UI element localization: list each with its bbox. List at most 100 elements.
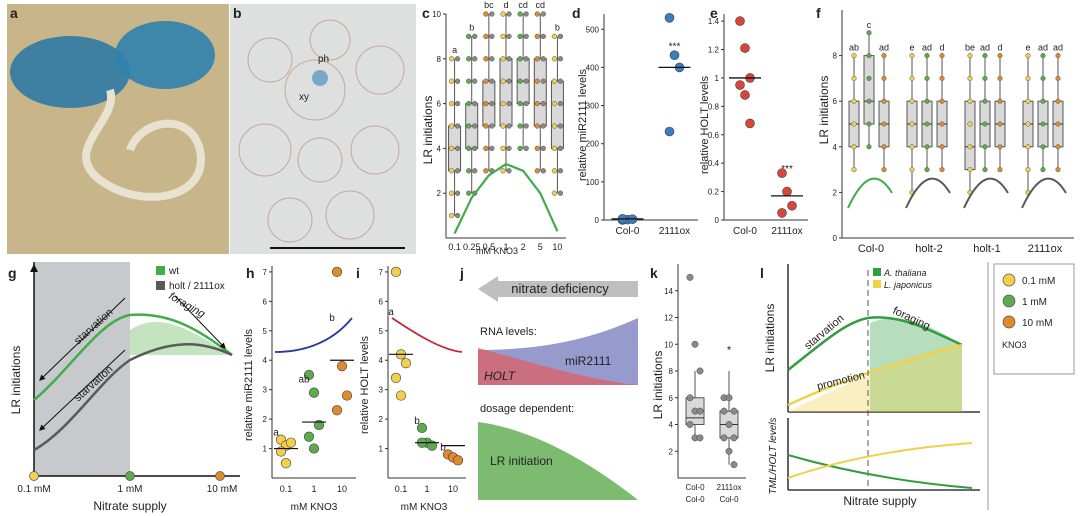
i-ytick-label-5: 6 — [379, 297, 384, 306]
k-point-0-1 — [691, 340, 699, 348]
c-point-0-5 — [448, 123, 455, 129]
h-point-1-0 — [303, 369, 315, 381]
c-letter-2: bc — [484, 0, 494, 10]
f-letter-2-0: be — [965, 43, 975, 53]
i-point-0-3 — [390, 372, 402, 383]
c-point-b-2-9 — [489, 33, 495, 40]
legend-item-2: 10 mM — [1022, 318, 1053, 329]
c-letter-6: b — [555, 22, 560, 32]
c-point-b-5-8 — [540, 56, 546, 62]
f-point-0-2-8 — [881, 53, 887, 59]
f-point-1-0-3 — [909, 167, 915, 173]
c-point-5-6 — [534, 100, 540, 107]
k-point-1-2 — [730, 407, 738, 415]
i-point-0-0 — [390, 266, 402, 277]
h-letter-2: b — [329, 313, 335, 324]
c-point-b-3-7 — [506, 78, 512, 84]
c-point-3-7 — [500, 78, 506, 84]
c-point-b-5-7 — [540, 78, 546, 84]
f-ytick-label-0: 0 — [833, 234, 838, 243]
f-point-0-0-3 — [851, 167, 857, 173]
c-point-1-2 — [466, 190, 472, 196]
i-ytick-label-1: 2 — [379, 415, 384, 424]
j-mir-label: miR2111 — [565, 354, 612, 368]
g-xtick-2: 10 mM — [207, 484, 238, 495]
c-xtick-4: 2 — [521, 242, 526, 252]
panel-j: j nitrate deficiency RNA levels: miR2111… — [459, 265, 638, 500]
c-point-2-7 — [483, 78, 489, 84]
d-ytick-label-0: 0 — [595, 216, 600, 225]
k-point-0-5 — [696, 407, 704, 415]
c-point-3-5 — [500, 123, 506, 129]
f-point-0-2-4 — [881, 144, 887, 150]
cotyledon-right — [115, 21, 215, 89]
c-point-0-4 — [448, 145, 455, 152]
h-ytick-label-6: 7 — [263, 268, 268, 277]
c-point-b-3-10 — [506, 11, 512, 17]
c-point-b-6-4 — [557, 145, 564, 152]
panel-b: b ph xy — [230, 4, 416, 254]
e-point-0-5 — [745, 118, 755, 129]
c-box-5 — [533, 58, 547, 127]
c-point-b-1-4 — [472, 145, 478, 152]
i-ytick-label-0: 1 — [379, 445, 384, 454]
panel-d: d relative miR2111 levels 0 100 200 300 400 5… — [572, 5, 698, 237]
f-point-3-1-7 — [1040, 75, 1046, 81]
c-point-1-7 — [466, 78, 472, 84]
c-point-b-3-3 — [506, 168, 512, 174]
c-point-b-3-8 — [506, 56, 512, 62]
c-point-5-8 — [534, 56, 540, 62]
f-letter-0-2: ad — [879, 43, 889, 53]
c-point-3-9 — [500, 33, 506, 40]
c-point-b-4-10 — [523, 11, 529, 17]
e-ytick-label-1: 0.2 — [708, 188, 720, 197]
i-ytick-label-3: 4 — [379, 356, 384, 365]
i-xtick-2: 10 — [448, 484, 458, 494]
i-xtick-0: 0.1 — [395, 484, 408, 494]
f-point-0-1-9 — [866, 30, 872, 36]
e-ytick-label-0: 0 — [715, 216, 720, 225]
l-athal-curve — [787, 316, 963, 371]
k-ytick-label-6: 14 — [664, 287, 673, 296]
j-holt-area — [478, 348, 638, 385]
c-point-5-7 — [534, 78, 540, 84]
c-point-b-0-7 — [454, 78, 461, 84]
f-trend-0 — [847, 177, 893, 209]
f-point-3-0-5 — [1025, 121, 1031, 127]
c-point-b-0-2 — [454, 190, 461, 196]
i-xlabel: mM KNO3 — [401, 502, 448, 513]
c-point-b-6-9 — [557, 33, 564, 40]
h-ytick-label-3: 4 — [263, 356, 268, 365]
c-point-b-3-9 — [506, 33, 512, 40]
f-point-2-1-6 — [982, 98, 988, 104]
d-ytick-label-5: 500 — [586, 25, 600, 34]
c-point-b-1-7 — [472, 78, 478, 84]
c-point-6-4 — [551, 145, 558, 152]
c-point-4-5 — [517, 123, 523, 129]
f-letter-0-0: ab — [849, 43, 859, 53]
c-point-b-4-5 — [523, 123, 529, 129]
c-point-3-10 — [500, 11, 506, 17]
i-letter-0: a — [388, 307, 394, 318]
l-legend-1: L. japonicus — [884, 280, 933, 290]
f-point-1-2-3 — [939, 167, 945, 173]
j-lr-label: LR initiation — [490, 454, 553, 468]
l-foraging-fill — [870, 318, 962, 412]
c-point-b-6-7 — [557, 78, 564, 84]
f-point-2-2-5 — [997, 121, 1003, 127]
f-point-2-1-7 — [982, 75, 988, 81]
c-point-5-10 — [534, 11, 540, 17]
c-point-b-4-6 — [523, 100, 529, 107]
panel-letter-k: k — [650, 265, 658, 281]
f-point-1-0-7 — [909, 75, 915, 81]
d-ylabel: relative miR2111 levels — [577, 68, 589, 181]
c-point-b-6-8 — [557, 56, 564, 62]
panel-l: l starvation foraging promotion A. thali… — [760, 264, 980, 508]
d-significance: *** — [669, 41, 681, 52]
f-point-2-0-8 — [967, 53, 973, 59]
h-ylabel: relative miR2111 levels — [243, 328, 255, 441]
f-point-0-1-6 — [866, 98, 872, 104]
f-point-3-1-8 — [1040, 53, 1046, 59]
i-ytick-label-4: 5 — [379, 327, 384, 336]
